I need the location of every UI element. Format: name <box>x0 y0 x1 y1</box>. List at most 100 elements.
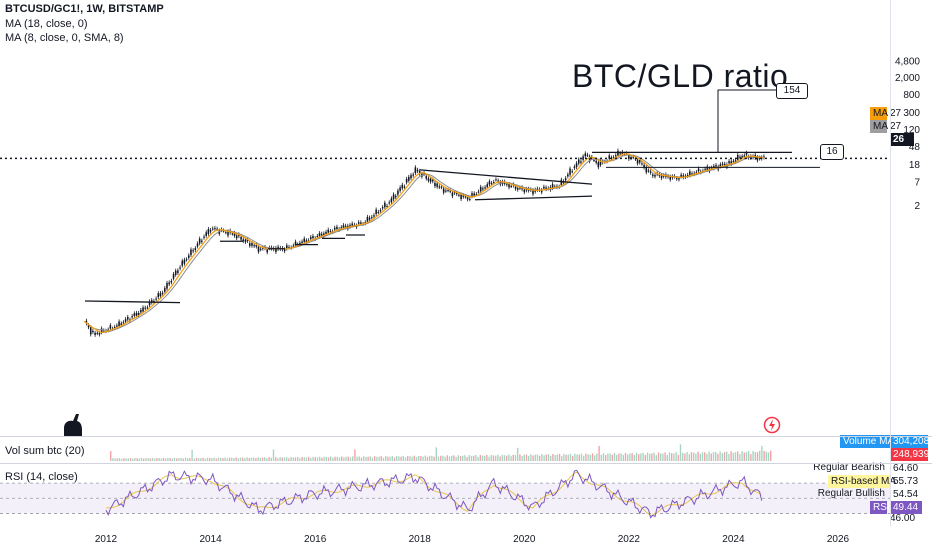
volume-bar <box>514 454 517 461</box>
volume-bar <box>415 457 418 461</box>
annotation-title[interactable]: BTC/GLD ratio <box>572 58 789 94</box>
volume-bar <box>728 453 730 461</box>
volume-bar <box>517 447 519 461</box>
candle-body <box>490 183 493 185</box>
volume-bar <box>479 454 481 461</box>
candle-body <box>294 241 297 246</box>
volume-bar <box>611 454 613 461</box>
candle-body <box>92 330 94 333</box>
candle-body <box>364 222 367 224</box>
volume-bar <box>521 455 523 461</box>
volume-bar <box>459 456 462 461</box>
candle-body <box>262 247 264 249</box>
volume-bar <box>534 454 536 461</box>
price-axis-tick: 18 <box>909 160 921 171</box>
volume-bar <box>660 453 662 461</box>
volume-bar <box>393 457 396 461</box>
candle-body <box>277 246 279 250</box>
candle-body <box>85 320 88 324</box>
volume-bar <box>499 456 501 461</box>
candle-body <box>721 163 724 165</box>
volume-bar <box>765 451 767 461</box>
candle-body <box>575 163 578 168</box>
volume-bar <box>690 452 693 461</box>
ma2-legend[interactable]: MA (8, close, 0, SMA, 8) <box>5 32 124 44</box>
volume-bar <box>184 457 187 461</box>
volume-bar <box>253 457 255 461</box>
rsi-legend[interactable]: RSI (14, close) <box>5 471 78 483</box>
candle-body <box>484 187 486 189</box>
candle-body <box>756 157 759 161</box>
candle-body <box>126 317 129 320</box>
volume-legend[interactable]: Vol sum btc (20) <box>5 445 85 457</box>
volume-bar <box>455 456 457 461</box>
candle-body <box>732 161 735 163</box>
volume-bar <box>657 452 660 461</box>
candle-body <box>303 238 306 242</box>
volume-bar <box>217 457 220 461</box>
volume-bar <box>303 457 305 461</box>
tradingview-logo-icon[interactable] <box>60 410 86 438</box>
volume-bar <box>572 456 574 461</box>
volume-bar <box>563 453 565 461</box>
callout-support-label[interactable]: 16 <box>820 144 844 160</box>
pane-separator-volume[interactable] <box>0 436 932 437</box>
ma2-line <box>83 154 764 333</box>
volume-bar <box>721 453 723 461</box>
candle-body <box>649 171 652 173</box>
pane-separator-rsi[interactable] <box>0 463 932 464</box>
volume-bar <box>497 454 499 461</box>
volume-bar <box>250 457 253 461</box>
volume-bar <box>288 458 290 461</box>
candle-body <box>187 255 190 258</box>
candle-body <box>680 174 682 177</box>
candle-body <box>429 178 432 182</box>
volume-bar <box>129 457 132 461</box>
candle-body <box>336 226 338 230</box>
candle-body <box>120 323 123 326</box>
candle-body <box>586 154 589 156</box>
candle-body <box>543 186 545 189</box>
time-axis-tick: 2022 <box>618 534 641 545</box>
candle-body <box>379 210 382 212</box>
candle-body <box>218 230 221 234</box>
candle-body <box>214 228 216 230</box>
price-axis-tick: 300 <box>903 108 920 119</box>
volume-bar <box>600 454 602 461</box>
candle-body <box>198 238 201 244</box>
candle-body <box>641 163 643 165</box>
candle-body <box>100 328 103 333</box>
candle-body <box>730 161 733 164</box>
volume-bar <box>257 457 259 461</box>
volume-bar <box>554 455 556 461</box>
volume-bar <box>272 449 275 461</box>
candle-body <box>551 184 554 189</box>
candle-body <box>412 174 414 176</box>
ma1-legend[interactable]: MA (18, close, 0) <box>5 18 88 30</box>
candle-body <box>283 249 286 252</box>
volume-bar <box>173 457 176 461</box>
callout-top-label[interactable]: 154 <box>776 83 808 99</box>
volume-bar <box>231 457 233 461</box>
candle-body <box>205 232 208 236</box>
candle-body <box>573 166 576 169</box>
candle-body <box>394 195 397 198</box>
rsi-ma-label: RSI-based MA <box>828 475 896 488</box>
volume-bar <box>180 457 182 461</box>
volume-bar <box>748 451 750 461</box>
volume-bar <box>332 457 334 461</box>
candle-body <box>647 170 650 172</box>
candle-body <box>697 168 700 172</box>
price-axis-border <box>890 0 891 527</box>
volume-bar <box>717 453 719 461</box>
volume-bar <box>398 456 400 461</box>
volume-bar <box>149 458 151 461</box>
volume-bar <box>118 458 121 461</box>
ma2-axis-tag: MA <box>870 120 888 133</box>
candle-body <box>739 156 741 158</box>
volume-bar <box>565 454 567 461</box>
bolt-icon[interactable] <box>763 416 781 434</box>
volume-bar <box>378 456 380 461</box>
